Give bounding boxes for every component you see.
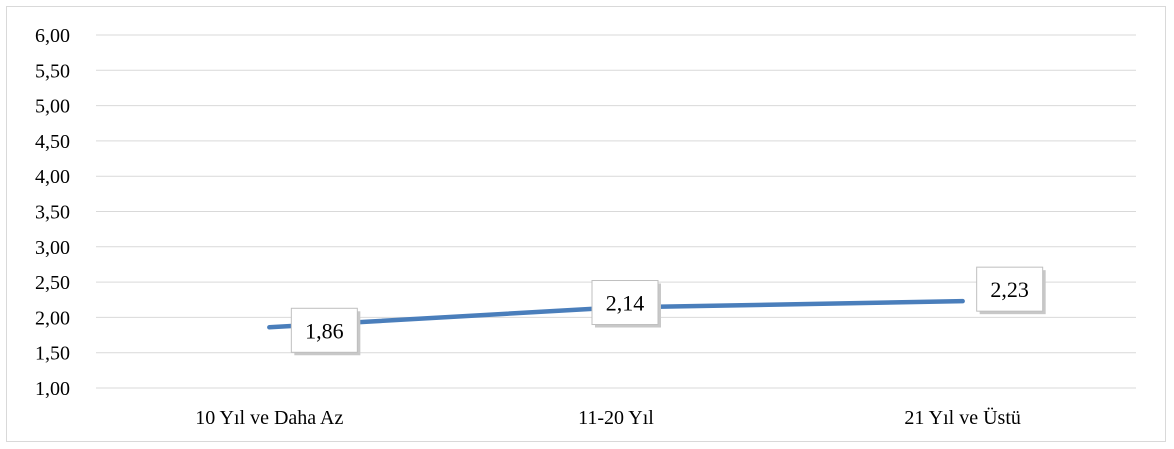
data-label-box <box>591 280 659 326</box>
data-label: 2,23 <box>976 266 1046 315</box>
y-tick-label: 2,50 <box>35 272 70 294</box>
y-tick-label: 3,00 <box>35 237 70 259</box>
y-tick-label: 5,50 <box>35 60 70 82</box>
y-tick-label: 6,00 <box>35 25 70 47</box>
y-tick-label: 4,00 <box>35 166 70 188</box>
y-tick-label: 1,50 <box>35 343 70 365</box>
x-axis-categories: 10 Yıl ve Daha Az 11-20 Yıl 21 Yıl ve Üstü <box>195 406 1021 429</box>
y-tick-label: 5,00 <box>35 96 70 118</box>
gridlines <box>96 34 1136 389</box>
y-axis-ticks: 1,00 1,50 2,00 2,50 3,00 3,50 4,00 4,50 5,00 5,50… <box>35 25 70 400</box>
data-label-box <box>290 307 358 353</box>
x-category-label: 10 Yıl ve Daha Az <box>195 407 343 429</box>
y-tick-label: 1,00 <box>35 378 70 400</box>
data-label: 2,14 <box>591 280 661 328</box>
data-label: 1,86 <box>290 307 361 356</box>
x-category-label: 11-20 Yıl <box>578 407 654 429</box>
y-tick-label: 3,50 <box>35 202 70 224</box>
x-category-label: 21 Yıl ve Üstü <box>904 406 1020 429</box>
data-label-value: 2,14 <box>606 291 645 316</box>
chart-frame <box>6 6 1166 442</box>
data-label-value: 2,23 <box>990 277 1029 302</box>
data-label-value: 1,86 <box>305 318 344 343</box>
data-labels: 1,86 2,14 2,23 <box>290 266 1046 356</box>
y-tick-label: 2,00 <box>35 307 70 329</box>
y-tick-label: 4,50 <box>35 131 70 153</box>
data-label-box <box>976 266 1044 312</box>
